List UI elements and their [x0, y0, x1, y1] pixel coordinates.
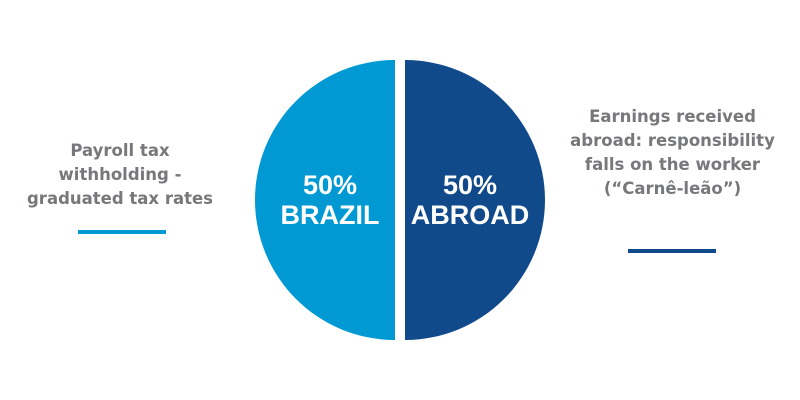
brazil-annotation: Payroll tax withholding - graduated tax … [27, 141, 213, 208]
brazil-value-label: 50% [303, 170, 357, 200]
abroad-value-label: 50% [443, 170, 497, 200]
abroad-annotation: Earnings received abroad: responsibility… [570, 107, 775, 198]
pie-slice-abroad [405, 60, 545, 340]
brazil-underline [78, 230, 166, 234]
abroad-label: ABROAD [411, 200, 530, 230]
brazil-label: BRAZIL [281, 200, 380, 230]
abroad-underline [628, 249, 716, 253]
pie-slice-brazil [255, 60, 395, 340]
